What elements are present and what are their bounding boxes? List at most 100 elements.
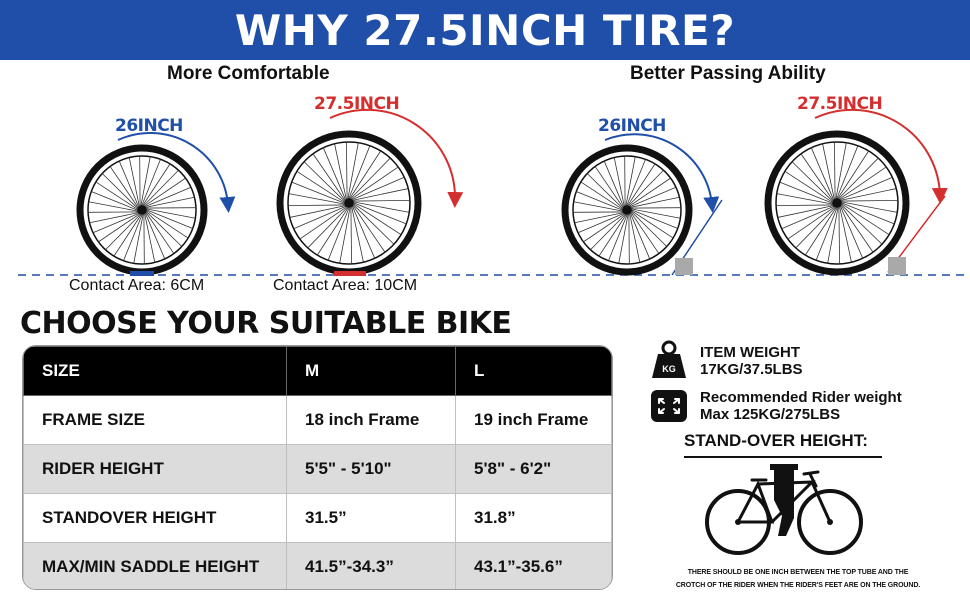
- contact-area-26: Contact Area: 6CM: [69, 277, 205, 294]
- wheel-spoke: [145, 186, 192, 207]
- wheel-spoke: [795, 207, 836, 249]
- wheel-spoke: [353, 204, 395, 245]
- wheel-spoke: [631, 208, 681, 219]
- wheel-spoke: [841, 204, 883, 245]
- wheel-spoke: [629, 214, 641, 263]
- wheel-275-comfort-icon: [276, 130, 422, 276]
- wheel-spoke: [590, 214, 626, 251]
- wheel-spoke: [835, 142, 847, 199]
- bicycle-illustration: [705, 464, 863, 555]
- wheel-spoke: [118, 160, 139, 207]
- wheel-spoke: [631, 209, 678, 229]
- standover-divider: [684, 456, 882, 458]
- wheel-spoke: [777, 205, 833, 218]
- wheel-spoke: [142, 163, 171, 206]
- passing-title: Better Passing Ability: [630, 63, 826, 84]
- wheel-spoke: [92, 213, 139, 234]
- wheel-spoke: [316, 207, 349, 256]
- wheel-spoke: [837, 150, 870, 199]
- wheel-spoke: [583, 213, 625, 243]
- wheel-spoke: [800, 153, 834, 201]
- wheel-spoke: [109, 166, 139, 208]
- wheel-spoke: [146, 211, 183, 247]
- wheel-spoke: [608, 214, 628, 261]
- wheel-spoke: [576, 191, 623, 211]
- wheel-spoke: [594, 166, 624, 208]
- wheel-26-comfort-icon: [76, 144, 208, 276]
- wheel-spoke: [352, 205, 386, 253]
- wheel-spoke: [630, 213, 651, 260]
- wheel-spoke: [145, 213, 166, 260]
- wheel-spoke: [327, 207, 350, 261]
- wheel-spoke: [631, 196, 680, 208]
- wheel-spoke: [105, 214, 141, 251]
- wheel-spoke: [353, 199, 410, 202]
- wheel-spoke: [113, 214, 142, 257]
- wheel-spoke: [577, 213, 624, 234]
- wheel-spoke: [841, 202, 895, 225]
- wheel-spoke: [827, 207, 839, 264]
- wheel-spoke: [603, 160, 624, 207]
- wheel-spoke: [353, 203, 402, 236]
- row-label: RIDER HEIGHT: [23, 444, 287, 494]
- rider-weight-value: Max 125KG/275LBS: [700, 406, 841, 423]
- standover-note-line2: CROTCH OF THE RIDER WHEN THE RIDER'S FEE…: [675, 582, 921, 589]
- wheel-spoke: [618, 214, 629, 264]
- wheel-spoke: [839, 207, 852, 263]
- weight-kg-icon: KG: [650, 340, 688, 380]
- table-row: STANDOVER HEIGHT 31.5” 31.8”: [23, 493, 612, 543]
- wheel-spoke: [350, 157, 391, 199]
- wheel-spoke: [580, 181, 623, 210]
- contact-area-275: Contact Area: 10CM: [273, 277, 418, 294]
- item-weight-label: ITEM WEIGHT: [700, 344, 800, 361]
- wheel-spoke: [626, 159, 646, 206]
- wheel-spoke: [352, 176, 405, 200]
- wheel-spoke: [146, 208, 196, 219]
- header-m: M: [286, 346, 456, 396]
- wheel-spoke: [345, 142, 348, 199]
- wheel-spoke: [838, 207, 841, 264]
- wheel-spoke: [353, 201, 410, 213]
- wheel-spoke: [838, 157, 879, 199]
- wheel-spoke: [140, 156, 151, 206]
- wheel-spoke: [339, 207, 351, 264]
- wheel-spoke: [836, 145, 859, 199]
- wheel-spoke: [840, 205, 874, 253]
- wheel-spoke: [296, 170, 345, 203]
- item-weight-value: 17KG/37.5LBS: [700, 361, 803, 378]
- wheel-spoke: [91, 191, 138, 211]
- wheel-spoke: [631, 211, 668, 247]
- wheel-spoke: [347, 142, 359, 199]
- row-label: FRAME SIZE: [23, 395, 287, 445]
- wheel-spoke: [573, 201, 623, 212]
- wheel-spoke: [630, 186, 677, 207]
- wheel-26-passing-icon: [561, 144, 693, 276]
- table-row: FRAME SIZE 18 inch Frame 19 inch Frame: [23, 395, 612, 445]
- wheel-spoke: [841, 201, 898, 213]
- wheel-spoke: [348, 145, 371, 199]
- wheel-spoke: [291, 181, 345, 204]
- cell-l: 5'8" - 6'2": [455, 444, 612, 494]
- wheel-spoke: [779, 181, 833, 204]
- wheel-spoke: [89, 212, 138, 224]
- wheel-spoke: [288, 193, 345, 205]
- title-banner: WHY 27.5INCH TIRE?: [0, 0, 970, 60]
- wheel-spoke: [146, 210, 189, 239]
- wheel-spoke: [841, 203, 890, 236]
- wheel-spoke: [833, 142, 836, 199]
- wheel-spoke: [144, 177, 186, 207]
- wheel-spoke: [146, 196, 195, 208]
- cell-l: 43.1”-35.6”: [455, 542, 612, 589]
- standover-title: STAND-OVER HEIGHT:: [684, 431, 868, 450]
- row-label: STANDOVER HEIGHT: [23, 493, 287, 543]
- wheel-spoke: [349, 150, 382, 199]
- wheel-spoke: [299, 206, 347, 240]
- size-table: SIZE M L FRAME SIZE 18 inch Frame 19 inc…: [22, 345, 613, 590]
- wheel-spoke: [352, 206, 376, 259]
- wheel-spoke: [574, 212, 623, 224]
- wheel-spoke: [307, 207, 348, 249]
- comfort-275-label: 27.5INCH: [314, 94, 400, 114]
- wheel-spoke: [598, 214, 627, 257]
- table-header-row: SIZE M L: [23, 346, 612, 396]
- cell-l: 19 inch Frame: [455, 395, 612, 445]
